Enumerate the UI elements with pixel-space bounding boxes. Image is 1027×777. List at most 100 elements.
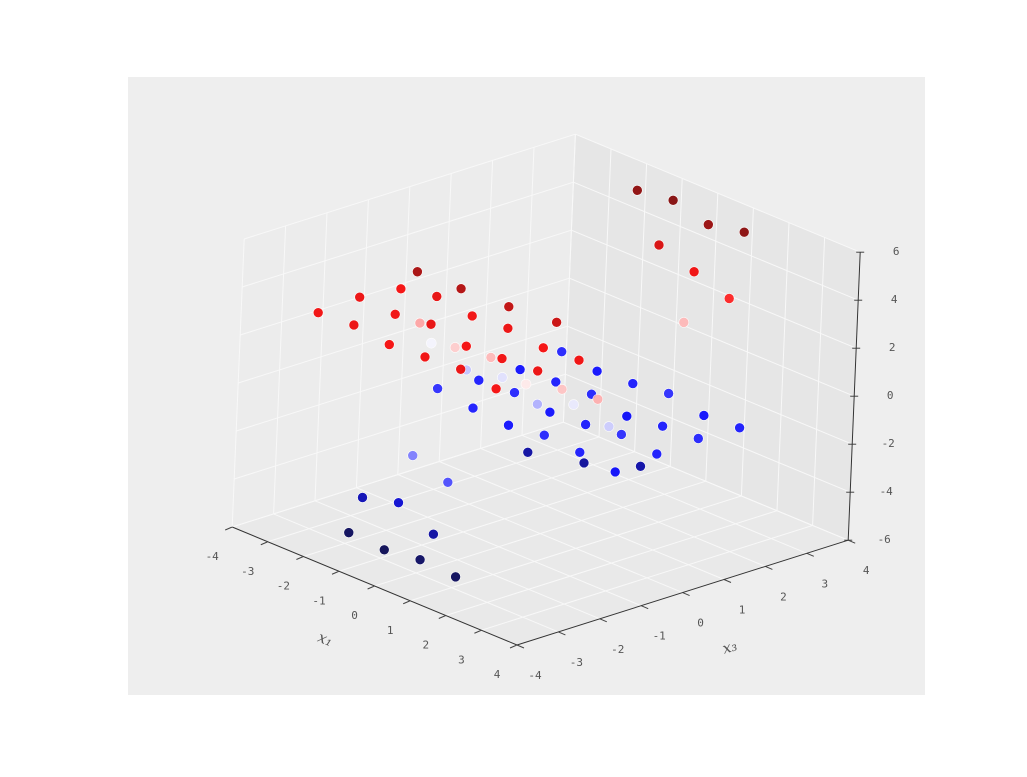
- grid-line: [242, 181, 574, 288]
- point: [678, 317, 690, 328]
- y-tick-label: -4: [528, 669, 542, 682]
- point: [503, 419, 514, 431]
- point: [574, 447, 586, 458]
- point: [522, 446, 534, 458]
- point: [544, 406, 556, 418]
- grid-line: [314, 500, 600, 620]
- point: [419, 351, 431, 363]
- z-tick-label: -4: [880, 485, 894, 498]
- point: [383, 339, 395, 350]
- tick-mark: [723, 579, 732, 583]
- point: [621, 410, 633, 422]
- grid-line: [480, 447, 766, 567]
- point: [395, 283, 407, 295]
- axis-line: [847, 252, 861, 541]
- point: [455, 363, 467, 375]
- tick-mark: [403, 600, 411, 605]
- point: [503, 301, 515, 313]
- grid-line: [563, 421, 849, 541]
- tick-mark: [331, 570, 340, 575]
- grid-line: [397, 474, 683, 594]
- z-tick-label: 2: [889, 341, 896, 354]
- point: [473, 374, 485, 386]
- tick-mark: [599, 618, 607, 623]
- x-tick-label: -3: [241, 565, 254, 578]
- grid-line: [521, 434, 807, 554]
- axis-line: [516, 539, 849, 646]
- point: [734, 422, 745, 434]
- point: [490, 383, 502, 395]
- grid-line: [567, 325, 853, 445]
- point: [663, 388, 674, 399]
- tick-mark: [806, 552, 814, 557]
- grid-line: [565, 373, 851, 493]
- z-tick-label: 4: [891, 293, 898, 306]
- point: [432, 383, 443, 394]
- point: [485, 352, 497, 363]
- y-tick-label: 2: [780, 590, 787, 603]
- point: [407, 450, 419, 461]
- y-tick-label: -1: [653, 630, 666, 643]
- point: [467, 402, 479, 414]
- tick-mark: [438, 615, 446, 619]
- point: [442, 476, 454, 488]
- x-tick-label: 4: [494, 668, 501, 681]
- x-tick-label: -4: [206, 550, 220, 563]
- point: [343, 527, 355, 538]
- point: [393, 497, 404, 508]
- point: [591, 365, 603, 377]
- z-tick-label: 6: [893, 245, 900, 258]
- point: [532, 365, 544, 377]
- y-axis-label: x₃: [720, 636, 739, 657]
- y-tick-label: -3: [570, 656, 583, 669]
- grid-line: [439, 461, 725, 580]
- point: [653, 239, 665, 251]
- point: [632, 185, 643, 196]
- point: [514, 364, 526, 375]
- point: [603, 421, 615, 432]
- grid-line: [238, 277, 570, 384]
- tick-mark: [509, 644, 518, 649]
- tick-mark: [641, 605, 649, 610]
- point: [496, 353, 508, 364]
- point: [312, 307, 324, 318]
- point: [723, 293, 735, 304]
- point: [520, 378, 532, 390]
- grid-line: [232, 421, 564, 528]
- point: [578, 457, 590, 469]
- x-tick-label: 2: [422, 639, 429, 652]
- point: [509, 387, 520, 398]
- point: [538, 429, 550, 441]
- z-tick-label: -2: [882, 437, 895, 450]
- point: [568, 399, 579, 410]
- z-tick-label: 0: [887, 389, 894, 402]
- point: [592, 393, 604, 405]
- point: [389, 308, 401, 320]
- tick-mark: [682, 592, 690, 597]
- point: [692, 433, 704, 444]
- point: [556, 383, 568, 395]
- point: [551, 317, 562, 328]
- point: [466, 310, 478, 322]
- grid-line: [273, 513, 559, 633]
- grid-line: [356, 487, 642, 607]
- point: [450, 571, 461, 583]
- point: [688, 266, 700, 278]
- point: [609, 466, 621, 478]
- point: [651, 448, 663, 460]
- x-axis-label: x₁: [315, 628, 335, 650]
- grid-line: [569, 277, 855, 397]
- point: [738, 226, 750, 238]
- point: [657, 420, 668, 432]
- axis-line: [232, 526, 518, 646]
- point: [497, 372, 508, 383]
- point: [532, 398, 543, 410]
- point: [378, 544, 390, 556]
- tick-mark: [765, 565, 773, 570]
- point: [425, 318, 437, 330]
- point: [573, 354, 585, 366]
- point: [460, 340, 472, 352]
- point: [502, 322, 514, 334]
- y-tick-label: 1: [739, 604, 746, 617]
